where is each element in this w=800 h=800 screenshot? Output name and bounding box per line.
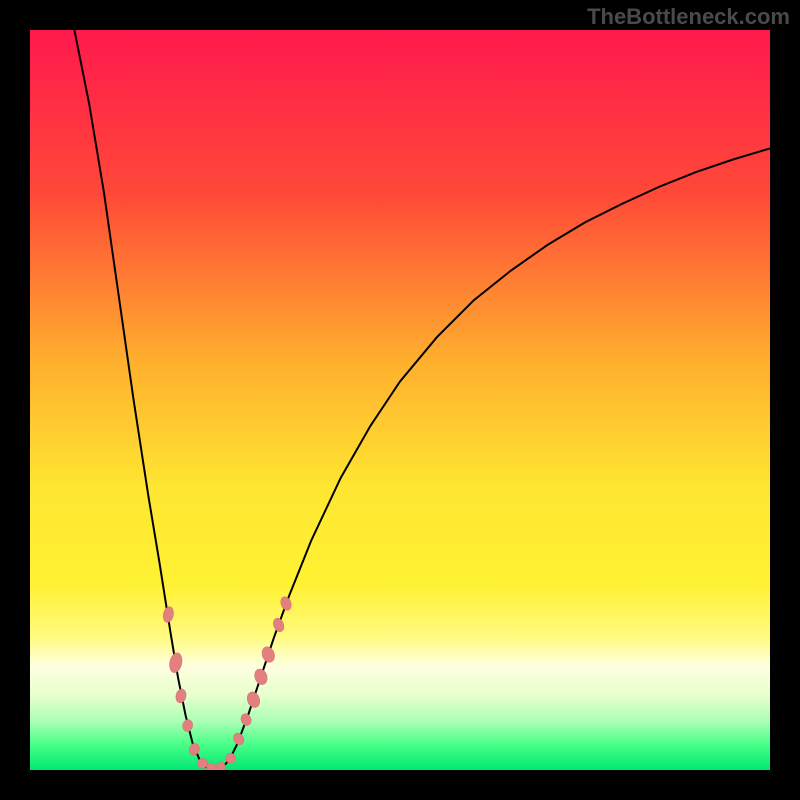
bottleneck-chart	[0, 0, 800, 800]
watermark-text: TheBottleneck.com	[587, 4, 790, 30]
chart-container: TheBottleneck.com	[0, 0, 800, 800]
plot-area	[30, 30, 770, 770]
